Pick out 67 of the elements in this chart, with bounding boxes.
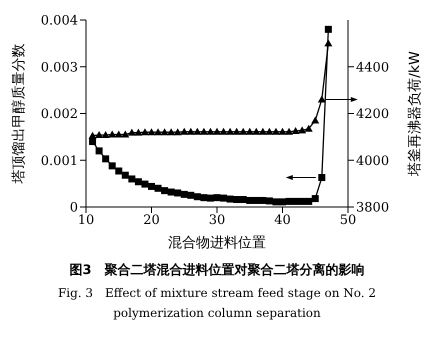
y2-tick-label: 4200 [356,107,390,122]
point [122,172,129,179]
y-axis-title: 塔顶馏出甲醇质量分数 [10,44,27,184]
point [312,195,319,202]
point [95,131,104,138]
point [121,130,130,138]
point [220,128,228,135]
point [318,174,326,182]
text: Fig. 3 Effect of mixture stream feed stage on No. 2 polymerization column separation [56,285,378,322]
x-tick-label: 50 [340,213,356,228]
point [160,128,169,136]
point [226,128,234,135]
point [134,128,142,136]
point [246,128,254,135]
point [200,128,208,135]
point [304,124,313,132]
point [167,128,176,136]
point [115,168,122,175]
point [213,128,221,135]
point [89,138,96,146]
point [154,128,162,136]
x-tick-label: 20 [143,213,160,228]
y-tick-label: 0 [70,200,78,216]
point [258,128,267,135]
point [239,128,248,135]
point [128,175,136,182]
point [108,130,116,138]
y-tick-label: 0.001 [40,154,78,169]
point [318,95,326,102]
y-tick-label: 0.003 [40,60,78,76]
y-tick-label: 0.004 [40,14,78,29]
x-axis-title: 混合物进料位置 [168,235,266,251]
y2-axis-title: 塔釜再沸器负荷/kW [406,51,423,177]
point [265,128,274,135]
point [102,155,110,162]
y2-tick-label: 3800 [356,200,390,216]
point [108,162,116,170]
point [134,178,142,186]
point [324,26,332,33]
point [128,128,136,136]
point [206,128,214,135]
point [186,128,195,135]
point [102,131,110,138]
point [252,128,260,135]
x-tick-label: 40 [274,213,291,228]
point [285,128,294,135]
y2-tick-label: 4400 [356,60,390,76]
point [311,116,320,124]
point [193,128,202,135]
point [96,147,103,154]
y2-tick-label: 4000 [356,154,390,169]
y-tick-label: 0.002 [40,107,78,122]
point [114,130,123,138]
point [324,39,332,46]
point [298,126,306,134]
point [272,128,280,135]
point [148,128,156,136]
text: 图3 聚合二塔混合进料位置对聚合二塔分离的影响 [68,262,366,279]
point [88,132,97,139]
x-tick-label: 10 [78,213,94,228]
point [292,127,300,134]
point [278,128,286,135]
x-tick-label: 30 [208,213,226,228]
point [174,128,182,136]
point [232,128,241,135]
point [180,128,188,135]
point [140,128,149,136]
